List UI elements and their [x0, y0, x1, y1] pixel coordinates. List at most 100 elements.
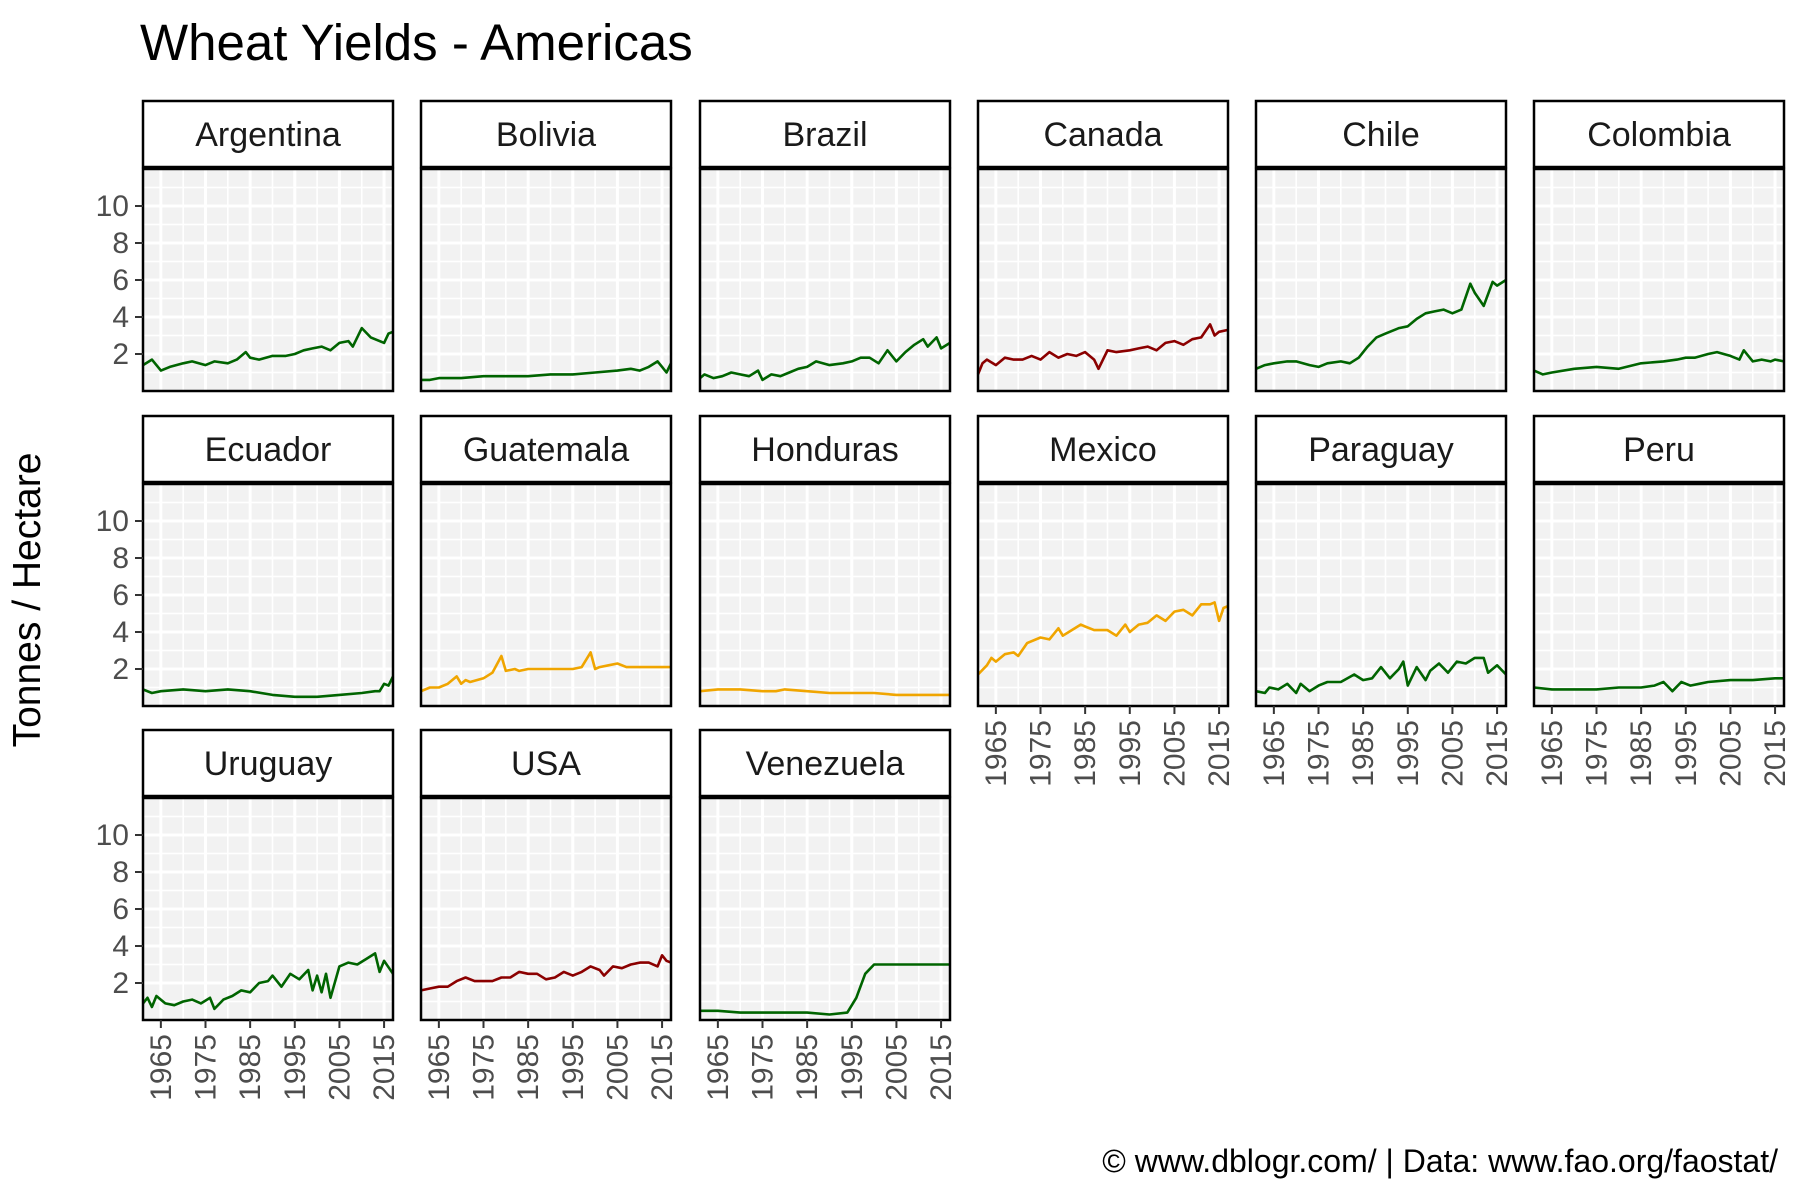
strip-box	[141, 728, 395, 798]
y-tick-label: 4	[112, 301, 129, 334]
strip-box	[141, 99, 395, 169]
facet-panels: Argentina 2 4 6 8 10 Bolivia Brazil Canada Chile C…	[96, 99, 1792, 1101]
plot-border	[698, 482, 952, 708]
x-tick-label: 1995	[836, 1034, 869, 1101]
y-tick-label: 2	[112, 338, 129, 371]
strip-label: Chile	[1342, 116, 1419, 154]
x-tick-label: 1965	[702, 1034, 735, 1101]
facet-panel: Argentina 2 4 6 8 10	[96, 99, 395, 393]
x-tick-label: 1985	[1625, 720, 1658, 787]
x-tick-label: 2015	[1481, 720, 1514, 787]
x-tick-label: 1975	[747, 1034, 780, 1101]
x-tick-label: 1995	[1114, 720, 1147, 787]
strip-label: USA	[511, 745, 581, 783]
facet-panel: Honduras	[698, 414, 952, 708]
series-line	[1255, 656, 1507, 695]
plot-border	[419, 167, 673, 393]
chart-caption: © www.dblogr.com/ | Data: www.fao.org/fa…	[1102, 1143, 1778, 1179]
y-tick-label: 8	[112, 227, 129, 260]
facet-panel: Mexico 1965 1975 1985 1995 2005 2015	[976, 414, 1236, 787]
x-tick-label: 2005	[1714, 720, 1747, 787]
strip-label: Brazil	[782, 116, 867, 154]
series-line	[421, 360, 673, 382]
x-tick-label: 1985	[512, 1034, 545, 1101]
plot-border	[698, 796, 952, 1022]
y-tick-label: 6	[112, 264, 129, 297]
series-line	[1533, 677, 1784, 693]
x-tick-label: 2015	[368, 1034, 401, 1101]
x-tick-label: 2015	[925, 1034, 958, 1101]
facet-panel: USA 1965 1975 1985 1995 2005 2015	[419, 728, 679, 1101]
strip-label: Colombia	[1587, 116, 1731, 154]
x-tick-label: 2005	[601, 1034, 634, 1101]
x-tick-label: 1975	[1025, 720, 1058, 787]
strip-box	[419, 728, 673, 798]
series-line	[976, 323, 1229, 375]
facet-panel: Guatemala	[419, 414, 673, 708]
strip-box	[1254, 99, 1508, 169]
facet-panel: Paraguay 1965 1975 1985 1995 2005 2015	[1254, 414, 1514, 787]
x-tick-label: 2005	[880, 1034, 913, 1101]
plot-border	[976, 167, 1230, 393]
plot-border	[419, 482, 673, 708]
chart-title: Wheat Yields - Americas	[140, 14, 693, 71]
strip-label: Guatemala	[463, 431, 629, 469]
strip-box	[698, 414, 952, 484]
x-tick-label: 1965	[980, 720, 1013, 787]
series-line	[420, 651, 671, 693]
series-line	[1533, 349, 1785, 376]
x-tick-label: 1985	[1347, 720, 1380, 787]
strip-box	[1532, 99, 1786, 169]
x-tick-label: 1965	[1258, 720, 1291, 787]
x-tick-label: 2015	[1759, 720, 1792, 787]
facet-panel: Colombia	[1532, 99, 1786, 393]
strip-box	[976, 99, 1230, 169]
x-tick-label: 2015	[1203, 720, 1236, 787]
plot-border	[1532, 482, 1786, 708]
facet-panel: Uruguay 2 4 6 8 10 1965 1975 1985 1995 2005 2015	[96, 728, 401, 1101]
x-tick-label: 1965	[423, 1034, 456, 1101]
strip-label: Bolivia	[496, 116, 596, 154]
x-tick-label: 1965	[145, 1034, 178, 1101]
facet-panel: Peru 1965 1975 1985 1995 2005 2015	[1532, 414, 1792, 787]
y-tick-label: 8	[112, 542, 129, 575]
x-tick-label: 1975	[468, 1034, 501, 1101]
x-tick-label: 1985	[791, 1034, 824, 1101]
x-tick-label: 1985	[1069, 720, 1102, 787]
plot-border	[1254, 482, 1508, 708]
facet-panel: Canada	[976, 99, 1230, 393]
facet-panel: Ecuador 2 4 6 8 10	[96, 414, 395, 708]
x-tick-label: 1995	[557, 1034, 590, 1101]
plot-border	[1254, 167, 1508, 393]
y-tick-label: 10	[96, 819, 129, 852]
x-tick-label: 1975	[1303, 720, 1336, 787]
y-tick-label: 2	[112, 653, 129, 686]
series-line	[977, 601, 1229, 676]
facet-panel: Bolivia	[419, 99, 673, 393]
y-tick-label: 10	[96, 505, 129, 538]
series-line	[420, 954, 672, 992]
x-tick-label: 1965	[1536, 720, 1569, 787]
x-tick-label: 1995	[279, 1034, 312, 1101]
x-tick-label: 2015	[646, 1034, 679, 1101]
strip-label: Honduras	[751, 431, 898, 469]
x-tick-label: 2005	[1436, 720, 1469, 787]
series-line	[1255, 278, 1507, 371]
y-axis-title: Tonnes / Hectare	[6, 453, 49, 748]
strip-label: Ecuador	[205, 431, 332, 469]
y-tick-label: 6	[112, 893, 129, 926]
strip-label: Uruguay	[204, 745, 333, 783]
x-tick-label: 1995	[1392, 720, 1425, 787]
x-tick-label: 1995	[1670, 720, 1703, 787]
series-line	[699, 688, 950, 697]
plot-border	[976, 482, 1230, 708]
plot-border	[698, 167, 952, 393]
strip-label: Venezuela	[746, 745, 905, 783]
series-line	[141, 952, 395, 1011]
y-tick-label: 4	[112, 930, 129, 963]
y-tick-label: 8	[112, 856, 129, 889]
facet-panel: Chile	[1254, 99, 1508, 393]
series-line	[142, 675, 395, 699]
y-tick-label: 10	[96, 190, 129, 223]
